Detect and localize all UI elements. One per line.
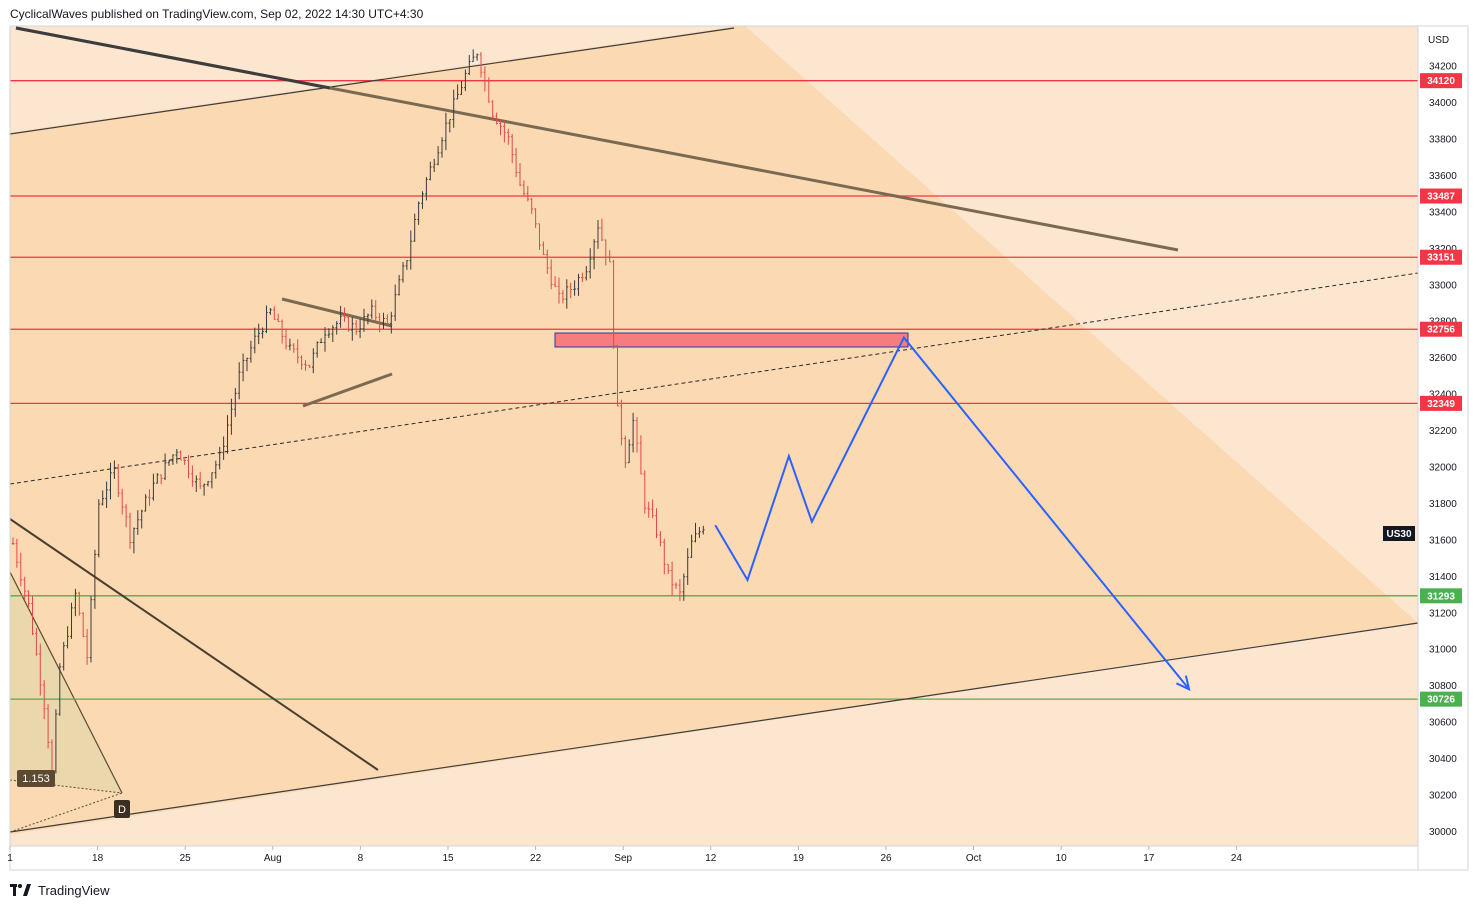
price-tick-label: 30600 <box>1429 718 1457 729</box>
ratio-badge <box>17 770 55 787</box>
price-tick-label: 31400 <box>1429 572 1457 583</box>
lower-descending-line <box>10 518 379 771</box>
level-price-badge <box>1420 395 1462 411</box>
symbol-label: US30 <box>1386 529 1411 540</box>
footer-brand: TradingView <box>10 880 110 900</box>
price-tick-label: 33200 <box>1429 244 1457 255</box>
price-tick-label: 30400 <box>1429 754 1457 765</box>
level-price-label: 33487 <box>1427 192 1455 203</box>
publisher-caption: CyclicalWaves published on TradingView.c… <box>10 7 424 21</box>
price-tick-label: 30000 <box>1429 827 1457 838</box>
symbol-badge <box>1383 526 1415 541</box>
price-tick-label: 31800 <box>1429 499 1457 510</box>
price-tick-label: 30800 <box>1429 681 1457 692</box>
price-tick-label: 32400 <box>1429 390 1457 401</box>
time-tick-label: 8 <box>358 853 364 864</box>
tradingview-logo-icon <box>10 884 31 896</box>
level-price-badge <box>1420 188 1462 204</box>
time-tick-label: Oct <box>966 853 982 864</box>
time-tick-label: Sep <box>614 853 632 864</box>
point-badge <box>114 800 130 818</box>
flag-upper-line <box>281 297 393 328</box>
time-tick-label: 26 <box>880 853 892 864</box>
dashed-midline <box>10 272 1418 485</box>
price-tick-label: 33600 <box>1429 171 1457 182</box>
time-tick-label: 25 <box>180 853 192 864</box>
flag-lower-line <box>302 372 393 408</box>
point-label: D <box>118 804 126 816</box>
price-tick-label: 31200 <box>1429 608 1457 619</box>
channel-fill <box>10 26 1418 835</box>
price-tick-label: 31000 <box>1429 645 1457 656</box>
projection-arrowhead <box>1176 675 1191 692</box>
time-tick-label: 19 <box>793 853 805 864</box>
time-tick-label: 12 <box>705 853 717 864</box>
level-price-label: 31293 <box>1427 591 1455 602</box>
level-price-badge <box>1420 249 1462 265</box>
level-price-label: 32349 <box>1427 399 1455 410</box>
price-tick-label: 31600 <box>1429 535 1457 546</box>
price-tick-label: 30200 <box>1429 790 1457 801</box>
level-price-badge <box>1420 73 1462 89</box>
price-tick-label: 32000 <box>1429 462 1457 473</box>
time-tick-label: 24 <box>1231 853 1243 864</box>
price-tick-label: 34200 <box>1429 62 1457 73</box>
time-axis[interactable]: 1 18 25 Aug 8 15 22 Sep 12 19 26 Oct 10 17 24 <box>7 846 1242 864</box>
time-tick-label: 1 <box>7 853 13 864</box>
horizontal-levels <box>10 80 1418 700</box>
level-price-badge <box>1420 691 1462 707</box>
level-price-label: 34120 <box>1427 76 1455 87</box>
ratio-label: 1.153 <box>22 773 50 785</box>
time-tick-label: 22 <box>530 853 542 864</box>
time-tick-label: 18 <box>92 853 104 864</box>
time-tick-label: Aug <box>264 853 282 864</box>
level-price-badge <box>1420 321 1462 337</box>
tradingview-brand: TradingView <box>38 882 110 898</box>
level-price-label: 30726 <box>1427 695 1455 706</box>
candles <box>11 49 705 774</box>
channel-upper-line <box>10 27 735 135</box>
projection-path[interactable] <box>714 335 1190 690</box>
time-tick-label: 15 <box>442 853 454 864</box>
time-tick-label: 10 <box>1056 853 1068 864</box>
triangle-dotted-base <box>10 779 123 794</box>
currency-label: USD <box>1428 35 1449 46</box>
descending-trendline-dark <box>15 26 331 90</box>
level-price-label: 32756 <box>1427 325 1455 336</box>
level-price-badge <box>1420 588 1462 604</box>
price-tick-label: 33000 <box>1429 280 1457 291</box>
level-price-label: 33151 <box>1427 253 1455 264</box>
price-tick-label: 32600 <box>1429 353 1457 364</box>
price-tick-label: 32200 <box>1429 426 1457 437</box>
channel-lower-line <box>10 622 1418 833</box>
price-axis[interactable]: 30000 30200 30400 30600 30800 31000 31200 31400… <box>1429 62 1457 838</box>
chart-frame <box>9 25 1469 871</box>
price-tick-label: 34000 <box>1429 98 1457 109</box>
price-tick-label: 33800 <box>1429 134 1457 145</box>
resistance-zone[interactable] <box>554 332 909 348</box>
time-tick-label: 17 <box>1143 853 1155 864</box>
price-tick-label: 33400 <box>1429 207 1457 218</box>
